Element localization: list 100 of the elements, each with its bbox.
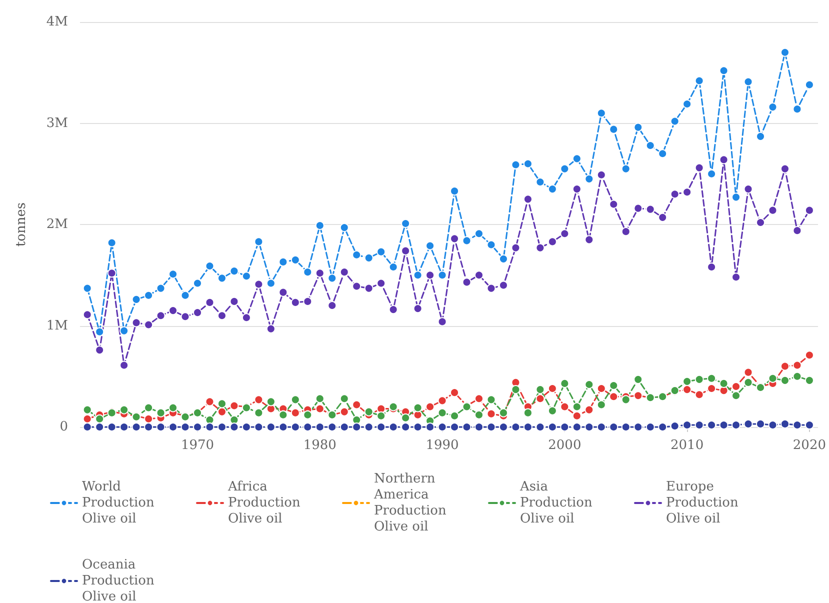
point: [156, 311, 166, 320]
point: [254, 280, 264, 289]
point: [804, 206, 814, 215]
point: [95, 327, 104, 336]
point: [340, 407, 349, 416]
point: [266, 324, 276, 334]
point: [438, 396, 447, 406]
point: [511, 422, 520, 432]
point: [719, 378, 728, 388]
point: [413, 410, 422, 420]
point: [82, 405, 92, 414]
point: [572, 402, 582, 412]
point: [401, 413, 410, 422]
point: [682, 100, 692, 109]
point: [413, 304, 422, 314]
point: [107, 268, 116, 278]
point: [634, 422, 643, 432]
point: [328, 301, 337, 310]
point: [536, 394, 545, 404]
point: [376, 278, 386, 288]
point: [426, 270, 435, 280]
point: [193, 308, 202, 318]
point: [560, 422, 570, 432]
point: [217, 274, 226, 283]
point: [486, 240, 496, 250]
point: [144, 290, 154, 300]
point: [413, 270, 422, 280]
point: [804, 80, 814, 90]
point: [658, 422, 668, 432]
point: [278, 288, 288, 297]
point: [278, 257, 288, 266]
point: [230, 401, 239, 410]
point: [756, 419, 765, 428]
point: [670, 116, 680, 126]
x-tick-label: 1980: [303, 438, 336, 453]
point: [156, 284, 166, 293]
point: [511, 385, 520, 394]
y-axis-title: tonnes: [14, 202, 29, 247]
point: [596, 422, 606, 432]
point: [719, 155, 728, 164]
point: [168, 306, 178, 316]
point: [205, 262, 214, 271]
point: [376, 247, 386, 256]
point: [242, 272, 251, 281]
point: [376, 422, 386, 432]
point: [193, 422, 202, 432]
point: [144, 414, 154, 424]
point: [584, 235, 594, 244]
point: [523, 408, 532, 418]
point: [572, 422, 582, 432]
point: [634, 122, 643, 132]
point: [560, 164, 570, 174]
point: [205, 298, 214, 307]
point: [364, 284, 374, 293]
point: [694, 76, 704, 86]
point: [205, 422, 214, 432]
point: [315, 404, 324, 414]
point: [744, 368, 753, 377]
point: [132, 318, 141, 328]
point: [290, 408, 300, 418]
point: [462, 278, 472, 287]
point: [744, 378, 753, 387]
x-tick-label: 2010: [670, 438, 704, 453]
point: [254, 237, 264, 246]
legend-label: Asia Production Olive oil: [519, 480, 596, 526]
point: [694, 390, 704, 400]
point: [744, 184, 753, 194]
point: [266, 422, 276, 432]
point: [230, 296, 239, 306]
point: [315, 394, 324, 404]
point: [621, 395, 630, 404]
point: [303, 268, 312, 277]
point: [670, 190, 680, 199]
point: [242, 313, 251, 322]
point: [82, 422, 92, 432]
point: [352, 422, 362, 432]
point: [536, 422, 545, 432]
point: [193, 278, 202, 288]
point: [498, 280, 508, 290]
point: [426, 241, 435, 250]
point: [780, 376, 790, 385]
point: [694, 374, 704, 384]
point: [486, 395, 496, 404]
point: [95, 422, 104, 432]
point: [474, 270, 484, 280]
point: [266, 397, 276, 406]
point: [486, 284, 496, 293]
point: [413, 403, 422, 412]
point: [560, 378, 570, 388]
point: [120, 405, 129, 414]
point: [242, 422, 251, 432]
point: [768, 102, 778, 112]
point: [352, 282, 362, 291]
point: [694, 163, 704, 172]
point: [315, 422, 324, 432]
point: [168, 422, 178, 432]
point: [768, 374, 778, 383]
y-tick-label: 4M: [46, 14, 68, 30]
point: [634, 374, 643, 384]
point: [523, 194, 532, 204]
